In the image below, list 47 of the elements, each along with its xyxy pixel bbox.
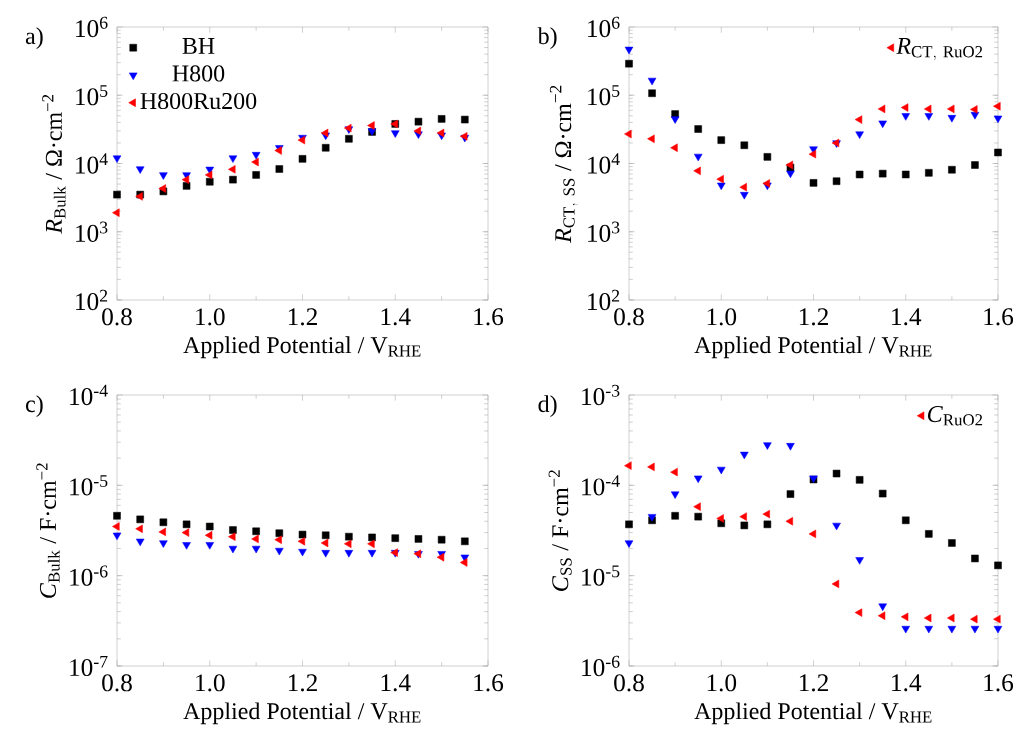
x-tick-label: 1.4	[381, 674, 411, 692]
x-tick-label: 1.0	[707, 674, 737, 692]
x-axis-title: Applied Potential / V$_{RHE}$	[694, 702, 932, 725]
y-tick-label: 10$^{-3}$	[582, 384, 620, 406]
y-axis-title: $\mathit{R}_{\mathrm{CT,\ SS}}\hbox{ / Ω·cm}^{\hbox{\fontsize{13}{13}\selectfont −2}}$	[549, 85, 578, 243]
legend-label: C$_{RuO2}$	[927, 406, 983, 426]
x-axis-title: Applied Potential / V$_{RHE}$	[183, 336, 421, 359]
legend-label: H800	[172, 65, 225, 82]
y-tick-label: 10$^{6}$	[76, 16, 108, 38]
y-tick-label: 10$^{-6}$	[70, 565, 108, 586]
x-axis-title: Applied Potential / V$_{RHE}$	[694, 336, 932, 359]
x-tick-label: 1.4	[892, 308, 922, 326]
chart-title: c)	[26, 395, 43, 418]
x-tick-label: 1.0	[707, 308, 737, 326]
x-tick-label: 1.2	[799, 674, 828, 692]
x-tick-label: 1.6	[984, 308, 1014, 326]
legend-label: $\mathit{R}_{\mathrm{CT,\ RuO2}}$	[896, 38, 983, 61]
y-tick-label: 10$^{5}$	[76, 85, 108, 106]
x-tick-label: 1.6	[474, 674, 504, 692]
x-tick-label: 1.0	[196, 308, 225, 326]
chart-title: a)	[25, 27, 43, 50]
y-axis-title: C$_{Bulk}$ / F·cm$^{−2}$	[36, 463, 60, 598]
y-tick-label: 10$^{-4}$	[582, 475, 620, 496]
y-tick-label: 10$^{6}$	[588, 16, 620, 38]
y-tick-label: 10$^{3}$	[588, 221, 620, 242]
y-tick-label: 10$^{-5}$	[70, 475, 108, 496]
y-tick-label: 10$^{3}$	[76, 221, 108, 242]
x-tick-label: 1.2	[799, 308, 828, 326]
x-tick-label: 1.4	[381, 308, 411, 326]
x-axis-title: Applied Potential / V$_{RHE}$	[183, 702, 421, 725]
y-tick-label: 10$^{4}$	[588, 153, 620, 174]
y-tick-label: 10$^{4}$	[76, 153, 108, 174]
x-tick-label: 1.2	[288, 674, 317, 692]
y-axis-title: C$_{SS}$ / F·cm$^{−2}$	[548, 470, 572, 591]
y-axis-title: R$_{Bulk}$ / Ω·cm$^{−2}$	[42, 94, 66, 234]
y-tick-label: 10$^{-5}$	[582, 565, 620, 586]
legend-label: BH	[182, 38, 215, 54]
chart-title: b)	[537, 27, 557, 50]
x-tick-label: 1.2	[288, 308, 317, 326]
y-tick-label: 10$^{-4}$	[70, 384, 108, 406]
x-tick-label: 1.4	[892, 674, 922, 692]
y-tick-label: 10$^{5}$	[588, 85, 620, 106]
x-tick-label: 1.6	[474, 308, 504, 326]
chart-title: d)	[538, 395, 557, 418]
x-tick-label: 1.6	[984, 674, 1014, 692]
x-tick-label: 1.0	[196, 674, 225, 692]
legend-label: H800Ru200	[140, 92, 257, 110]
